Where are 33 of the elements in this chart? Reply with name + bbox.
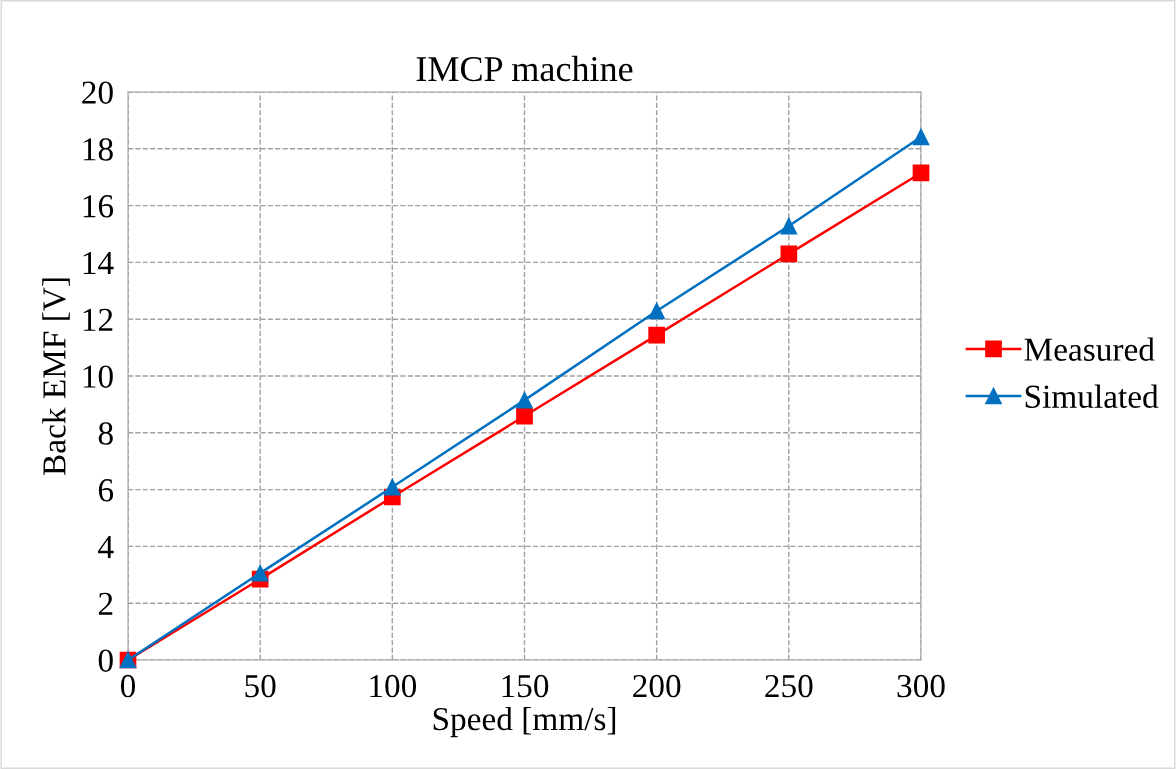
x-axis-title: Speed [mm/s] — [433, 706, 616, 738]
point — [648, 302, 666, 320]
x-tick-label: 200 — [633, 674, 681, 698]
legend-label: Simulated — [1025, 384, 1159, 408]
y-tick-label: 10 — [83, 365, 113, 388]
x-tick-label: 0 — [120, 674, 136, 698]
y-tick-label: 2 — [98, 592, 113, 615]
y-tick-label: 16 — [83, 195, 114, 218]
point — [912, 128, 930, 146]
legend-label: Measured — [1024, 337, 1155, 361]
x-tick-label: 250 — [765, 674, 813, 698]
point — [780, 217, 798, 235]
y-tick-label: 8 — [98, 422, 113, 445]
x-tick-label: 150 — [502, 674, 549, 698]
point — [516, 391, 533, 409]
y-tick-label: 14 — [83, 251, 114, 274]
y-tick-label: 20 — [82, 81, 113, 104]
point — [516, 407, 533, 425]
point — [251, 564, 269, 582]
point — [912, 164, 930, 182]
point — [648, 326, 666, 344]
y-tick-label: 12 — [83, 308, 113, 331]
y-axis-title: Back EMF [V] — [42, 278, 70, 476]
x-tick-label: 300 — [897, 674, 945, 698]
y-tick-label: 4 — [98, 536, 114, 558]
y-tick-label: 0 — [98, 649, 113, 672]
chart-title: IMCP machine — [416, 55, 633, 82]
y-tick-label: 6 — [98, 479, 114, 502]
x-tick-label: 50 — [245, 674, 276, 698]
point — [780, 245, 798, 263]
x-tick-label: 100 — [370, 674, 417, 698]
point — [383, 478, 401, 496]
y-tick-label: 18 — [83, 138, 113, 161]
